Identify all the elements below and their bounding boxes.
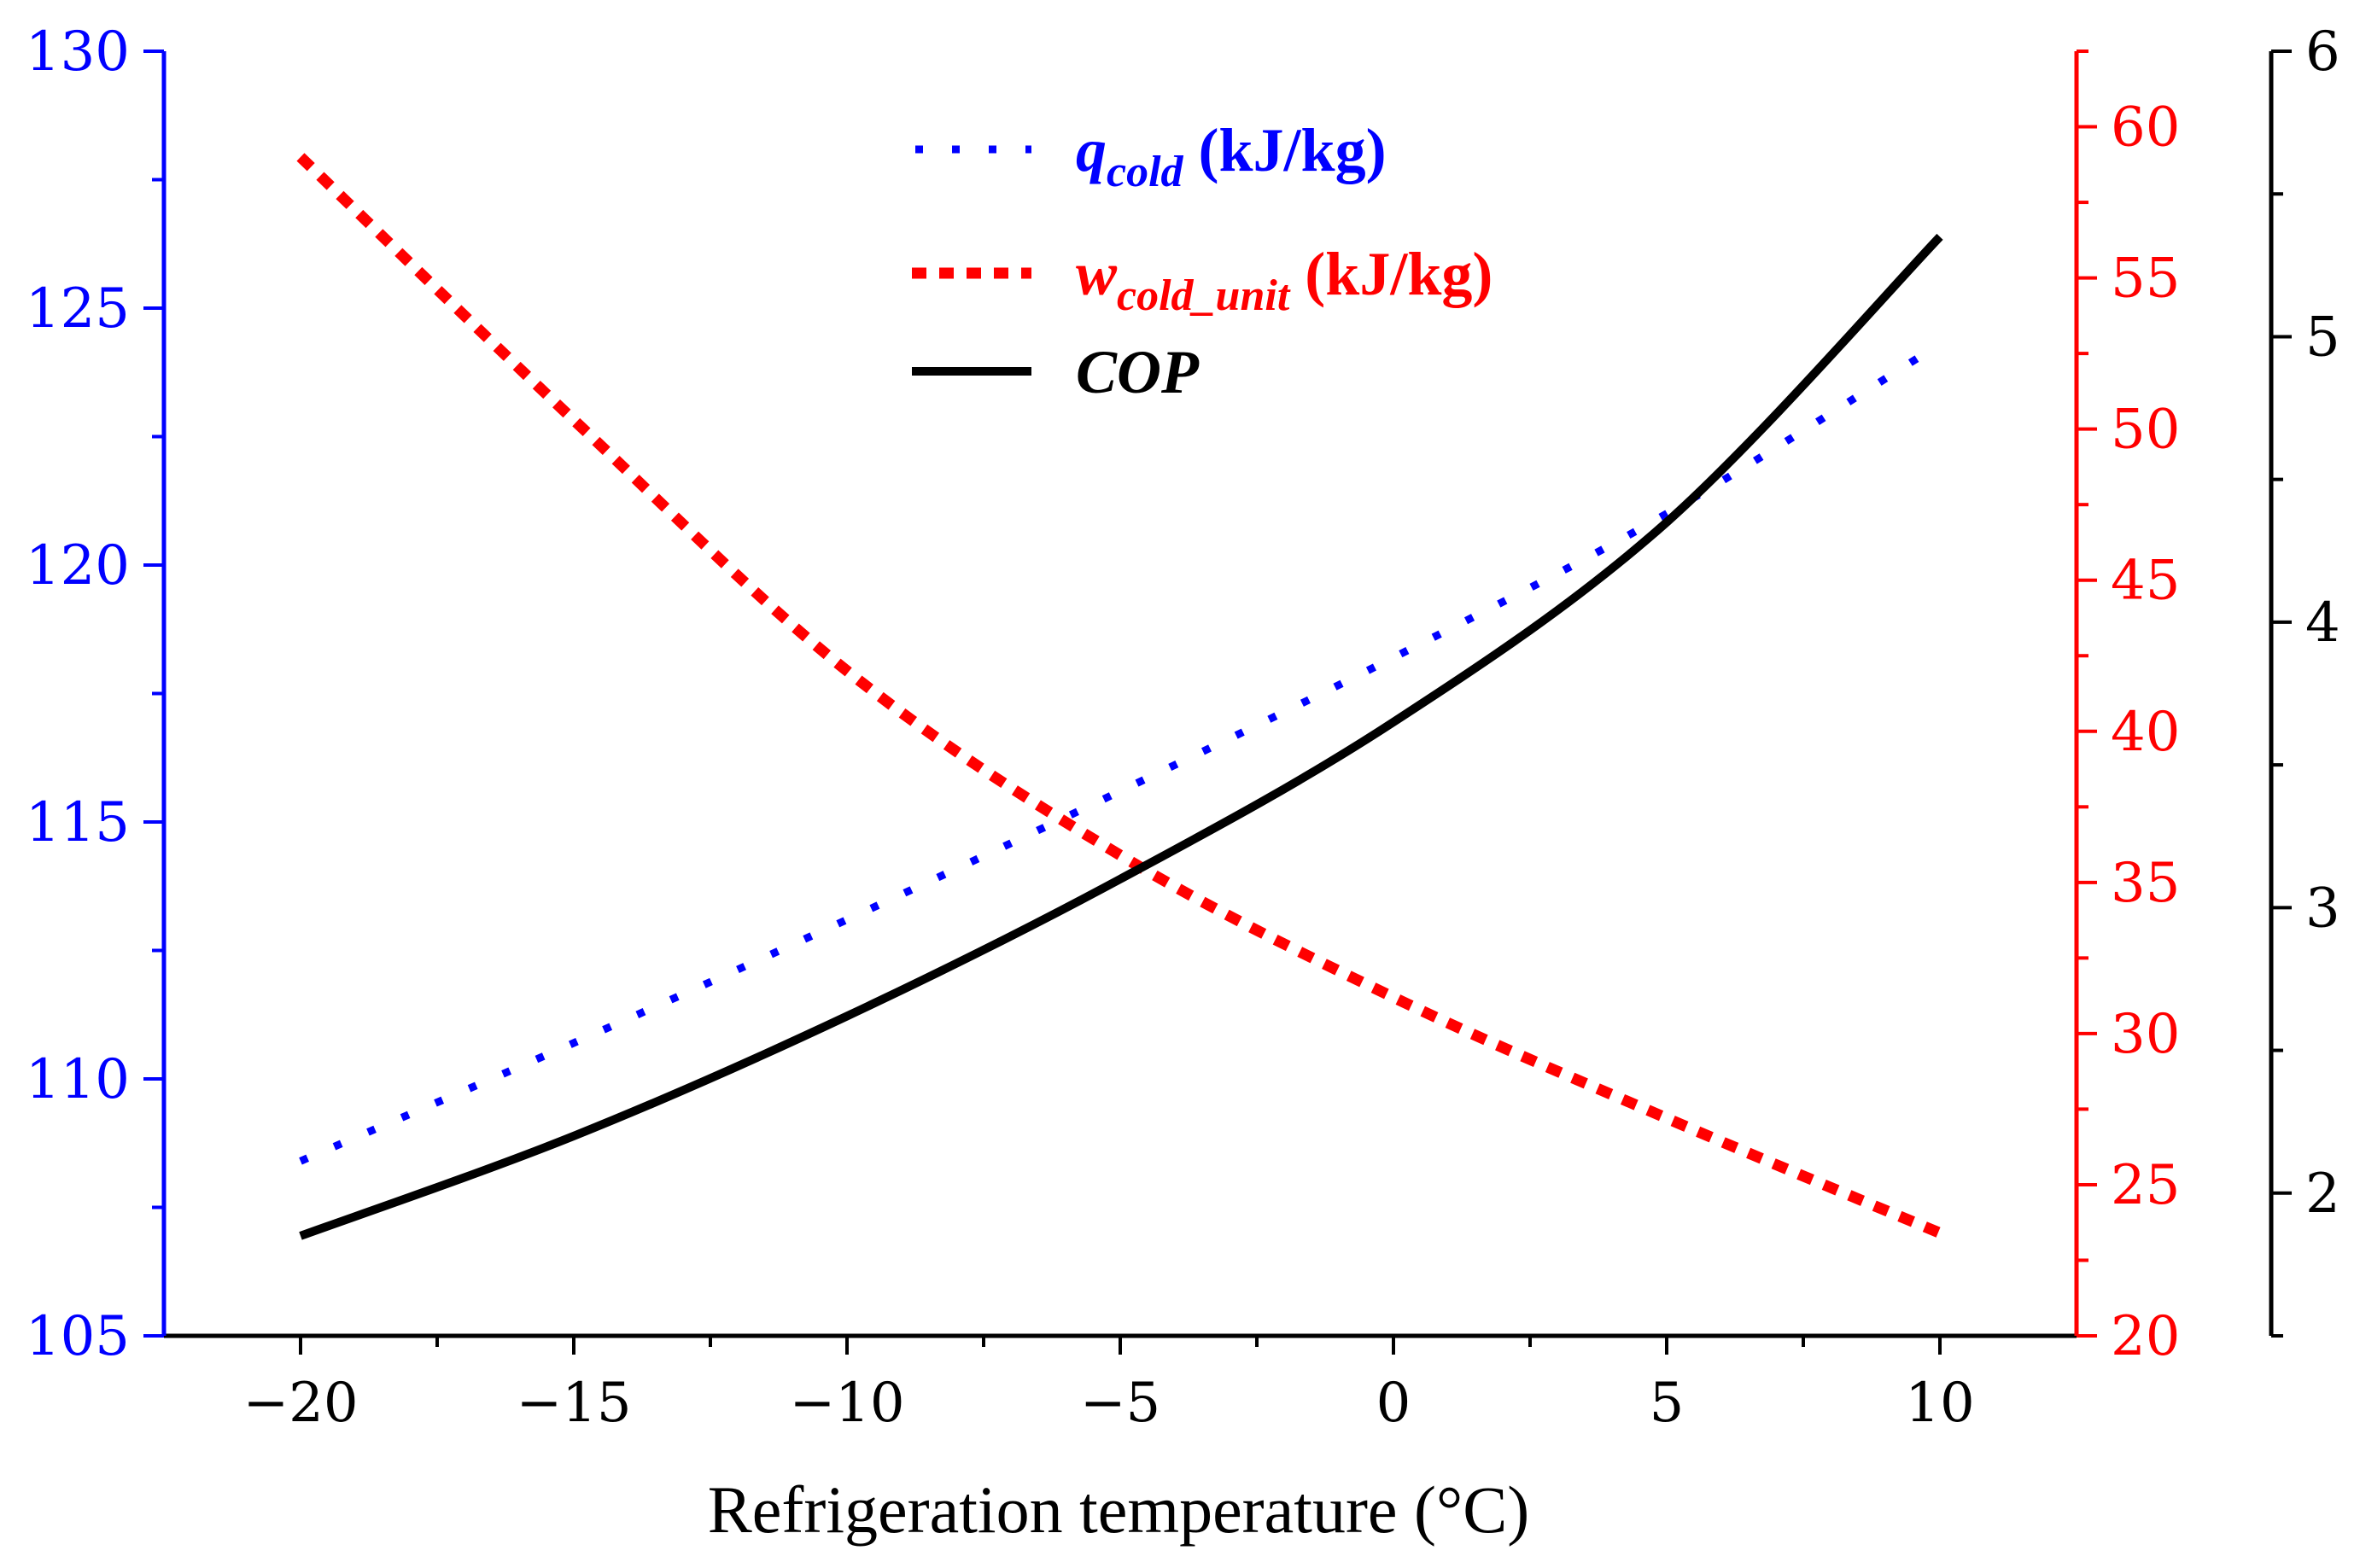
right2-tick-label: 2 xyxy=(2305,1163,2340,1226)
series-line-1 xyxy=(296,153,1942,1239)
left-tick-label: 110 xyxy=(26,1048,130,1111)
legend-unit: (kJ/kg) xyxy=(1183,116,1387,184)
right2-tick-label: 4 xyxy=(2305,592,2340,655)
x-axis-title: Refrigeration temperature (°C) xyxy=(708,1472,1529,1547)
series-line-2 xyxy=(299,233,1943,1240)
legend-unit: (kJ/kg) xyxy=(1289,240,1493,308)
right1-tick-label: 20 xyxy=(2111,1305,2180,1368)
left-tick-label: 125 xyxy=(26,277,130,341)
legend-label-0: qcold (kJ/kg) xyxy=(1076,116,1387,196)
legend-main: q xyxy=(1076,116,1107,184)
right1-tick-label: 55 xyxy=(2111,248,2180,311)
x-tick-label: −10 xyxy=(789,1372,904,1435)
legend-main: COP xyxy=(1076,338,1200,406)
right2-tick-label: 3 xyxy=(2305,877,2340,940)
left-tick-label: 130 xyxy=(26,20,130,84)
x-tick-label: 10 xyxy=(1905,1372,1974,1435)
x-tick-label: −15 xyxy=(516,1372,631,1435)
right1-tick-label: 35 xyxy=(2111,852,2180,915)
right1-tick-label: 45 xyxy=(2111,550,2180,613)
legend-subscript: cold xyxy=(1107,148,1184,196)
right1-tick-label: 50 xyxy=(2111,399,2180,462)
right1-tick-label: 60 xyxy=(2111,96,2180,160)
x-tick-label: 0 xyxy=(1376,1372,1411,1435)
x-tick-label: 5 xyxy=(1650,1372,1685,1435)
axes-layer: −20 −15 −10 −5 0 5 101051101151201251302025303… xyxy=(26,20,2340,1435)
series-layer xyxy=(296,153,1943,1240)
legend-main: w xyxy=(1076,240,1118,308)
right1-tick-label: 25 xyxy=(2111,1154,2180,1217)
x-tick-label: −5 xyxy=(1080,1372,1160,1435)
legend-label-2: COP xyxy=(1076,338,1200,406)
x-tick-label: −20 xyxy=(242,1372,358,1435)
left-tick-label: 120 xyxy=(26,534,130,597)
right1-tick-label: 40 xyxy=(2111,701,2180,764)
series-line-0 xyxy=(299,341,1942,1165)
right1-tick-label: 30 xyxy=(2111,1003,2180,1066)
right2-tick-label: 6 xyxy=(2305,20,2340,84)
right2-tick-label: 5 xyxy=(2305,306,2340,369)
left-tick-label: 105 xyxy=(26,1305,130,1368)
legend-label-1: wcold_unit (kJ/kg) xyxy=(1076,240,1493,320)
legend: qcold (kJ/kg)wcold_unit (kJ/kg)COP xyxy=(912,116,1493,406)
left-tick-label: 115 xyxy=(26,791,130,854)
legend-subscript: cold_unit xyxy=(1117,271,1291,320)
